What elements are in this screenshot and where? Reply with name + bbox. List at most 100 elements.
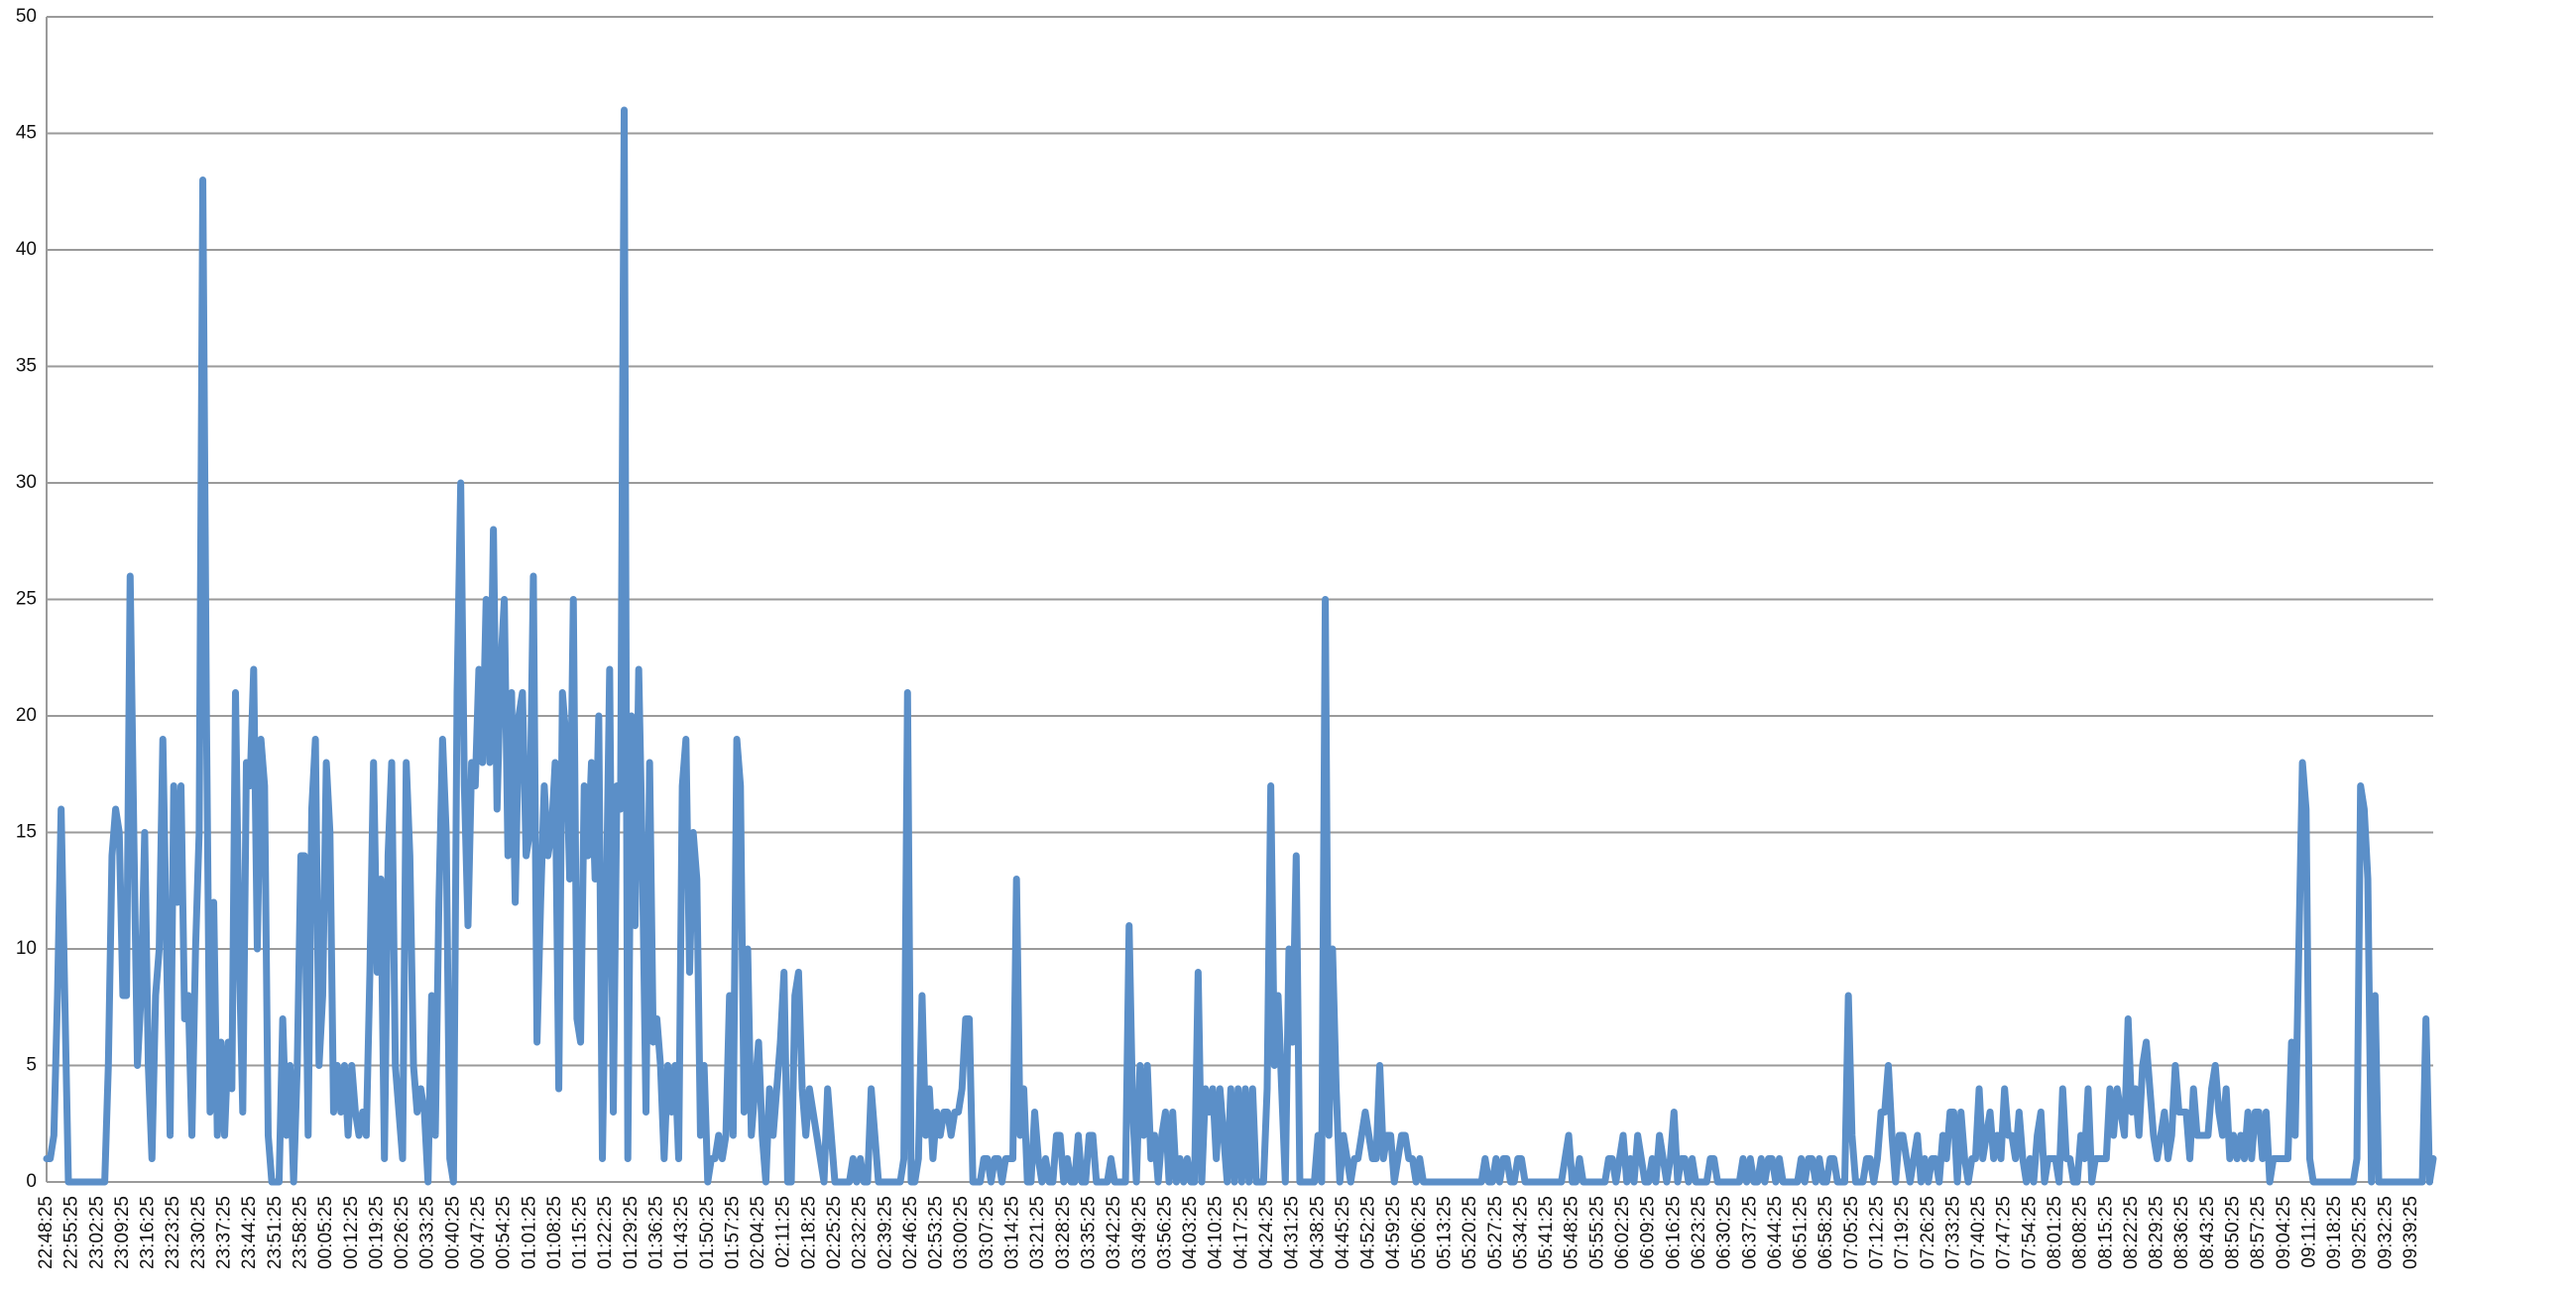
x-tick-label: 04:10:25 xyxy=(1206,1196,1227,1269)
x-tick-label: 23:37:25 xyxy=(214,1196,235,1269)
x-tick-label: 05:06:25 xyxy=(1409,1196,1430,1269)
x-tick-label: 04:24:25 xyxy=(1256,1196,1277,1269)
x-tick-label: 07:05:25 xyxy=(1841,1196,1862,1269)
x-tick-label: 04:45:25 xyxy=(1333,1196,1353,1269)
x-tick-label: 23:51:25 xyxy=(265,1196,286,1269)
y-tick-label: 15 xyxy=(16,822,37,843)
x-tick-label: 09:25:25 xyxy=(2350,1196,2371,1269)
x-tick-label: 06:02:25 xyxy=(1612,1196,1633,1269)
x-tick-label: 23:23:25 xyxy=(163,1196,183,1269)
x-tick-label: 03:42:25 xyxy=(1104,1196,1124,1269)
x-tick-label: 01:22:25 xyxy=(595,1196,616,1269)
x-tick-label: 01:08:25 xyxy=(544,1196,565,1269)
x-tick-label: 07:47:25 xyxy=(1994,1196,2015,1269)
x-tick-label: 04:17:25 xyxy=(1230,1196,1251,1269)
x-tick-label: 03:00:25 xyxy=(951,1196,972,1269)
x-tick-label: 03:28:25 xyxy=(1053,1196,1074,1269)
x-tick-label: 07:54:25 xyxy=(2019,1196,2040,1269)
x-tick-label: 22:55:25 xyxy=(61,1196,82,1269)
x-tick-label: 03:14:25 xyxy=(1002,1196,1023,1269)
x-tick-label: 05:20:25 xyxy=(1460,1196,1480,1269)
x-tick-label: 04:38:25 xyxy=(1307,1196,1328,1269)
x-tick-label: 06:37:25 xyxy=(1739,1196,1760,1269)
x-tick-label: 23:44:25 xyxy=(239,1196,260,1269)
x-tick-label: 09:04:25 xyxy=(2274,1196,2294,1269)
x-tick-label: 00:33:25 xyxy=(417,1196,438,1269)
x-tick-label: 03:35:25 xyxy=(1078,1196,1099,1269)
x-tick-label: 07:40:25 xyxy=(1968,1196,1989,1269)
x-tick-label: 01:57:25 xyxy=(722,1196,743,1269)
x-tick-label: 23:16:25 xyxy=(138,1196,159,1269)
x-tick-label: 03:07:25 xyxy=(977,1196,997,1269)
x-tick-label: 05:48:25 xyxy=(1562,1196,1582,1269)
x-tick-label: 02:32:25 xyxy=(850,1196,871,1269)
x-tick-label: 06:23:25 xyxy=(1689,1196,1709,1269)
x-tick-label: 03:49:25 xyxy=(1129,1196,1150,1269)
x-tick-label: 01:15:25 xyxy=(570,1196,591,1269)
x-tick-label: 23:02:25 xyxy=(86,1196,107,1269)
x-tick-label: 08:57:25 xyxy=(2248,1196,2269,1269)
y-tick-label: 25 xyxy=(16,589,37,610)
y-tick-label: 35 xyxy=(16,356,37,377)
x-tick-label: 07:12:25 xyxy=(1866,1196,1887,1269)
x-tick-label: 02:46:25 xyxy=(900,1196,921,1269)
x-tick-label: 09:39:25 xyxy=(2400,1196,2421,1269)
x-tick-label: 06:30:25 xyxy=(1714,1196,1735,1269)
x-tick-label: 09:18:25 xyxy=(2324,1196,2345,1269)
x-tick-label: 09:32:25 xyxy=(2375,1196,2396,1269)
x-tick-label: 23:09:25 xyxy=(112,1196,133,1269)
x-tick-label: 01:01:25 xyxy=(519,1196,539,1269)
x-tick-label: 02:39:25 xyxy=(875,1196,895,1269)
x-tick-label: 06:44:25 xyxy=(1765,1196,1786,1269)
x-tick-label: 01:50:25 xyxy=(697,1196,718,1269)
x-tick-label: 01:29:25 xyxy=(621,1196,642,1269)
x-tick-label: 03:21:25 xyxy=(1027,1196,1048,1269)
x-tick-label: 07:19:25 xyxy=(1892,1196,1913,1269)
x-tick-label: 08:15:25 xyxy=(2095,1196,2116,1269)
x-tick-label: 08:43:25 xyxy=(2197,1196,2218,1269)
y-tick-label: 10 xyxy=(16,938,37,959)
x-tick-label: 08:29:25 xyxy=(2147,1196,2167,1269)
x-tick-label: 08:50:25 xyxy=(2223,1196,2244,1269)
y-tick-label: 50 xyxy=(16,6,37,27)
x-tick-label: 00:05:25 xyxy=(315,1196,336,1269)
x-tick-label: 05:34:25 xyxy=(1510,1196,1531,1269)
x-tick-label: 08:01:25 xyxy=(2045,1196,2065,1269)
x-tick-label: 02:04:25 xyxy=(748,1196,768,1269)
x-tick-label: 00:19:25 xyxy=(366,1196,387,1269)
x-tick-label: 03:56:25 xyxy=(1154,1196,1175,1269)
x-tick-label: 04:31:25 xyxy=(1282,1196,1303,1269)
y-tick-label: 45 xyxy=(16,123,37,144)
x-tick-label: 06:51:25 xyxy=(1791,1196,1812,1269)
x-tick-label: 00:47:25 xyxy=(468,1196,489,1269)
x-tick-label: 01:36:25 xyxy=(646,1196,667,1269)
x-tick-label: 08:22:25 xyxy=(2121,1196,2142,1269)
x-tick-label: 04:52:25 xyxy=(1358,1196,1379,1269)
x-tick-label: 02:53:25 xyxy=(926,1196,947,1269)
x-tick-label: 09:11:25 xyxy=(2298,1196,2319,1268)
x-tick-label: 05:13:25 xyxy=(1435,1196,1456,1269)
data-line xyxy=(43,106,2437,1186)
y-tick-label: 5 xyxy=(26,1055,37,1076)
y-tick-label: 30 xyxy=(16,472,37,493)
x-tick-label: 05:41:25 xyxy=(1536,1196,1557,1269)
x-tick-label: 05:55:25 xyxy=(1586,1196,1607,1269)
x-tick-label: 02:18:25 xyxy=(798,1196,819,1269)
y-tick-label: 0 xyxy=(26,1171,37,1192)
y-tick-label: 20 xyxy=(16,705,37,726)
x-tick-label: 08:08:25 xyxy=(2070,1196,2091,1269)
x-tick-label: 01:43:25 xyxy=(671,1196,692,1269)
x-tick-label: 02:25:25 xyxy=(824,1196,845,1269)
x-tick-label: 02:11:25 xyxy=(773,1196,794,1268)
x-tick-label: 04:03:25 xyxy=(1180,1196,1201,1269)
x-tick-label: 00:40:25 xyxy=(442,1196,463,1269)
x-tick-label: 22:48:25 xyxy=(36,1196,57,1269)
y-tick-label: 40 xyxy=(16,239,37,260)
x-tick-label: 23:58:25 xyxy=(290,1196,310,1269)
x-tick-label: 00:26:25 xyxy=(392,1196,412,1269)
x-tick-label: 04:59:25 xyxy=(1383,1196,1404,1269)
x-tick-label: 07:26:25 xyxy=(1918,1196,1938,1269)
x-tick-label: 06:16:25 xyxy=(1663,1196,1684,1269)
